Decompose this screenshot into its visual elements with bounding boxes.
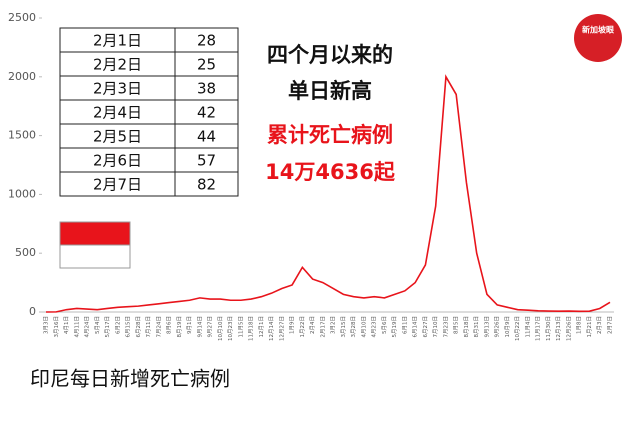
- table-cell: [174, 75, 239, 101]
- y-tick-label: 1000: [8, 187, 36, 200]
- x-tick-label: 10月10日: [217, 316, 224, 341]
- x-tick-label: 8月31日: [473, 316, 480, 338]
- table-text: 2月7日: [93, 176, 142, 194]
- table-text: 2月1日: [93, 32, 142, 50]
- table-text: 2月3日: [93, 80, 142, 98]
- table-text: 82: [197, 176, 216, 194]
- x-tick-label: 6月28日: [135, 316, 142, 338]
- x-tick-label: 10月9日: [504, 316, 511, 338]
- x-tick-label: 8月19日: [176, 316, 183, 338]
- x-tick-label: 12月13日: [555, 316, 562, 341]
- x-tick-label: 11月5日: [237, 316, 244, 338]
- table-cell: [59, 147, 176, 173]
- x-tick-label: 11月4日: [524, 316, 531, 338]
- headline: 四个月以来的: [267, 43, 393, 67]
- highlight: 累计死亡病例: [267, 123, 393, 147]
- x-tick-label: 7月23日: [442, 316, 449, 338]
- x-tick-label: 11月18日: [248, 316, 255, 341]
- x-tick-label: 7月24日: [155, 316, 162, 338]
- x-tick-label: 11月17日: [535, 316, 542, 341]
- x-tick-label: 1月8日: [576, 316, 583, 334]
- x-tick-label: 1月21日: [586, 316, 593, 338]
- x-tick-label: 7月11日: [145, 316, 152, 338]
- flag-red: [59, 221, 131, 246]
- table-text: 2月4日: [93, 104, 142, 122]
- headline: 单日新高: [288, 79, 372, 103]
- logo: 新加坡眼: [582, 25, 614, 35]
- x-tick-label: 7月10日: [432, 316, 439, 338]
- table-text: 25: [197, 56, 216, 74]
- x-tick-label: 2月4日: [309, 316, 316, 334]
- y-tick-label: 2000: [8, 70, 36, 83]
- y-tick-label: 2500: [8, 11, 36, 24]
- x-tick-label: 8月5日: [453, 316, 460, 334]
- table-text: 44: [197, 128, 216, 146]
- flag-white: [59, 244, 131, 269]
- x-tick-label: 4月24日: [84, 316, 91, 338]
- x-tick-label: 10月22日: [514, 316, 521, 341]
- x-tick-label: 4月11日: [73, 316, 80, 338]
- table-text: 2月6日: [93, 152, 142, 170]
- table-cell: [174, 99, 239, 125]
- logo-badge: [574, 14, 622, 62]
- x-tick-label: 9月1日: [186, 316, 193, 334]
- x-tick-label: 5月17日: [104, 316, 111, 338]
- x-tick-label: 12月26日: [565, 316, 572, 341]
- y-tick-label: 500: [15, 246, 36, 259]
- x-tick-label: 6月15日: [125, 316, 132, 338]
- x-tick-label: 5月19日: [391, 316, 398, 338]
- x-tick-label: 5月6日: [381, 316, 388, 334]
- table-text: 38: [197, 80, 216, 98]
- x-tick-label: 10月23日: [227, 316, 234, 341]
- x-tick-label: 9月13日: [483, 316, 490, 338]
- x-tick-label: 8月6日: [166, 316, 173, 334]
- x-tick-label: 12月14日: [268, 316, 275, 341]
- x-tick-label: 5月4日: [94, 316, 101, 334]
- table-text: 57: [197, 152, 216, 170]
- x-tick-label: 2月3日: [596, 316, 603, 334]
- table-text: 2月2日: [93, 56, 142, 74]
- table-cell: [59, 27, 176, 53]
- table-text: 42: [197, 104, 216, 122]
- table-cell: [174, 171, 239, 197]
- table-cell: [174, 51, 239, 77]
- x-tick-label: 2月17日: [319, 316, 326, 338]
- table-text: 28: [197, 32, 216, 50]
- caption: 印尼每日新增死亡病例: [30, 367, 230, 391]
- x-tick-label: 3月3日: [43, 316, 50, 334]
- x-tick-label: 2月7日: [607, 316, 614, 334]
- table-cell: [59, 171, 176, 197]
- y-tick-label: 1500: [8, 129, 36, 142]
- x-tick-label: 4月10日: [360, 316, 367, 338]
- x-tick-label: 9月26日: [494, 316, 501, 338]
- x-tick-label: 3月16日: [53, 316, 60, 338]
- x-tick-label: 1月22日: [299, 316, 306, 338]
- x-tick-label: 9月14日: [196, 316, 203, 338]
- x-tick-label: 6月1日: [401, 316, 408, 334]
- x-tick-label: 1月9日: [289, 316, 296, 334]
- data-line: [45, 74, 611, 313]
- x-tick-label: 4月1日: [63, 316, 70, 334]
- x-tick-label: 9月27日: [207, 316, 214, 338]
- x-tick-label: 4月23日: [371, 316, 378, 338]
- x-tick-label: 6月27日: [422, 316, 429, 338]
- x-tick-label: 12月27日: [278, 316, 285, 341]
- x-tick-label: 8月18日: [463, 316, 470, 338]
- x-tick-label: 3月15日: [340, 316, 347, 338]
- y-tick-label: 0: [29, 305, 36, 318]
- x-tick-label: 3月2日: [330, 316, 337, 334]
- table-cell: [174, 123, 239, 149]
- x-tick-label: 3月28日: [350, 316, 357, 338]
- table-cell: [59, 99, 176, 125]
- x-tick-label: 12月1日: [258, 316, 265, 338]
- x-tick-label: 6月14日: [412, 316, 419, 338]
- table-text: 2月5日: [93, 128, 142, 146]
- x-tick-label: 6月2日: [114, 316, 121, 334]
- x-tick-label: 11月30日: [545, 316, 552, 341]
- highlight: 14万4636起: [265, 160, 396, 184]
